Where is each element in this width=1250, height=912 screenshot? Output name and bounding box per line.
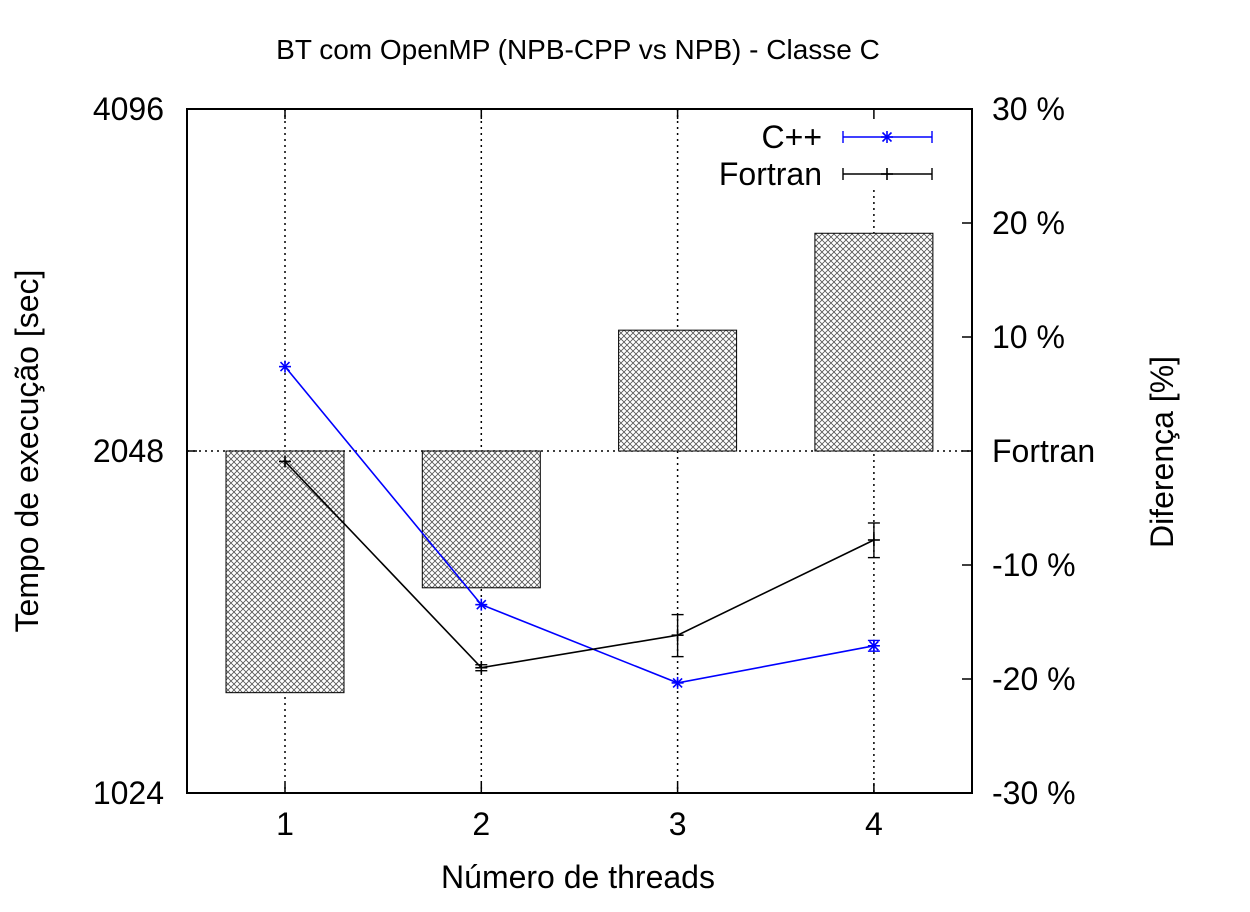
x-tick-label-3: 3 <box>669 806 687 842</box>
point-2-1 <box>279 455 291 468</box>
bar-1 <box>225 450 345 694</box>
x-tick-label-1: 1 <box>276 806 294 842</box>
y2-tick-label-2: -20 % <box>992 661 1076 697</box>
y-tick-label-3: 4096 <box>93 91 164 127</box>
legend: C++Fortran <box>719 119 933 192</box>
point-1-3 <box>671 676 684 689</box>
series-line-2 <box>284 460 875 669</box>
y2-tick-label-3: -10 % <box>992 547 1076 583</box>
bars <box>225 232 934 694</box>
y2-tick-label-7: 30 % <box>992 91 1065 127</box>
legend-label-1: C++ <box>762 119 822 155</box>
series-line-1 <box>284 366 875 684</box>
ticks <box>187 108 972 794</box>
y-tick-label-1: 1024 <box>93 775 164 811</box>
legend-sample-1 <box>842 131 933 143</box>
tick-labels: 1 2 3 4 1024 2048 4096 -30 % -20 % -10 % Fortran 10… <box>93 91 1095 842</box>
x-axis-label: Número de threads <box>441 859 715 895</box>
point-1-4 <box>867 639 880 652</box>
legend-sample-2 <box>842 168 933 180</box>
y-tick-label-2: 2048 <box>93 433 164 469</box>
y2-tick-label-1: -30 % <box>992 775 1076 811</box>
legend-label-2: Fortran <box>719 156 822 192</box>
y-axis-label: Tempo de execução [sec] <box>9 270 45 633</box>
chart-title: BT com OpenMP (NPB-CPP vs NPB) - Classe … <box>276 34 880 65</box>
legend-marker-1 <box>881 131 893 143</box>
point-1-1 <box>279 360 291 373</box>
series-lines <box>279 360 880 689</box>
x-tick-label-2: 2 <box>472 806 490 842</box>
point-1-2 <box>475 598 488 611</box>
point-2-3 <box>671 629 684 642</box>
bar-2 <box>421 450 541 589</box>
bar-4 <box>814 232 934 452</box>
x-tick-label-4: 4 <box>865 806 883 842</box>
y2-tick-label-5: 10 % <box>992 319 1065 355</box>
y2-axis-label: Diferença [%] <box>1144 356 1180 548</box>
y2-tick-label-4: Fortran <box>992 433 1095 469</box>
legend-marker-2 <box>881 168 893 180</box>
y2-tick-label-6: 20 % <box>992 205 1065 241</box>
bar-3 <box>618 329 738 452</box>
point-2-4 <box>867 533 880 546</box>
point-2-2 <box>475 661 488 674</box>
